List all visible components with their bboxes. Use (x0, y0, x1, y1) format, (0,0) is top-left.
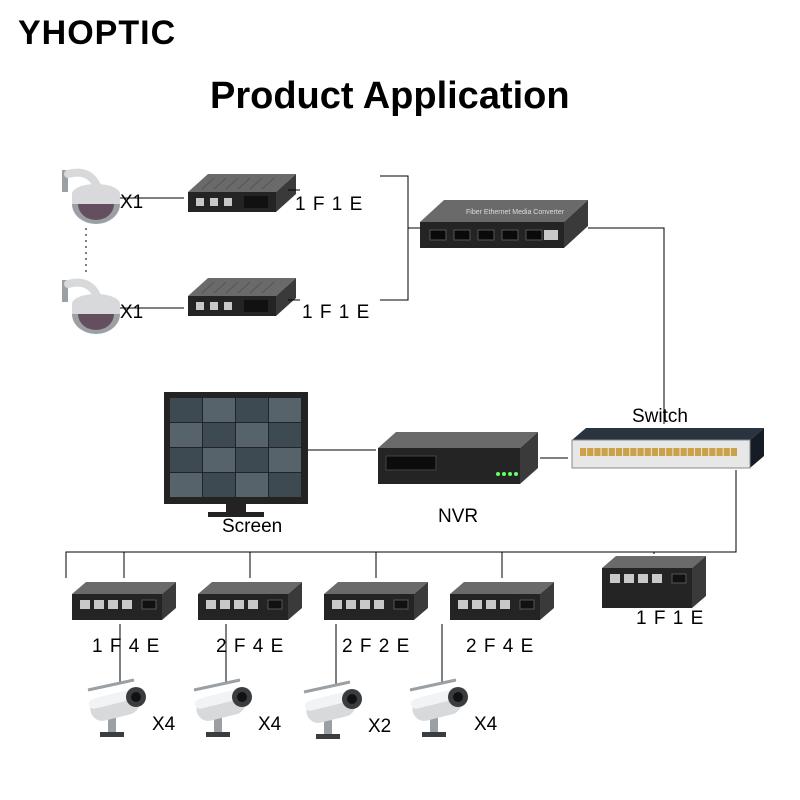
bullet-camera-cam-c (304, 682, 362, 739)
label-row-2f4e-a: 2 F 4 E (216, 636, 284, 658)
dev-1f4e (72, 582, 176, 620)
media-converter-mc-bottom (188, 278, 296, 316)
label-row-2f2e: 2 F 2 E (342, 636, 410, 658)
label-nvr: NVR (438, 506, 478, 528)
label-screen: Screen (222, 516, 282, 538)
media-converter-mc-top (188, 174, 296, 212)
label-switch: Switch (632, 406, 688, 428)
label-mc1-right: 1 F 1 E (295, 194, 363, 216)
network-switch (572, 428, 764, 468)
label-cam-x4-b: X4 (258, 714, 281, 736)
dome-camera-dome-top (62, 170, 120, 224)
dome-camera-dome-bottom (62, 280, 120, 334)
dev-2f4e-a (198, 582, 302, 620)
label-cam-x2: X2 (368, 716, 391, 738)
label-row-2f4e-b: 2 F 4 E (466, 636, 534, 658)
conn-mc-bracket-right (380, 176, 408, 300)
label-x1-top: X1 (120, 192, 143, 214)
label-mc2-right: 1 F 1 E (302, 302, 370, 324)
nvr (378, 432, 538, 484)
fiber-hub: Fiber Ethernet Media Converter (420, 200, 588, 248)
label-cam-x4-a: X4 (152, 714, 175, 736)
dev-2f4e-b (450, 582, 554, 620)
conn-hub-to-switch (588, 228, 664, 424)
video-wall (164, 392, 308, 517)
svg-text:Fiber Ethernet Media Converter: Fiber Ethernet Media Converter (466, 209, 565, 216)
bullet-camera-cam-d (410, 680, 468, 737)
page-title: Product Application (210, 75, 570, 118)
label-row-1f4e: 1 F 4 E (92, 636, 160, 658)
dev-2f2e (324, 582, 428, 620)
bullet-camera-cam-a (88, 680, 146, 737)
label-cam-x4-c: X4 (474, 714, 497, 736)
dev-1f1e (602, 556, 706, 608)
label-row-1f1e: 1 F 1 E (636, 608, 704, 630)
diagram-canvas: Fiber Ethernet Media Converter (0, 0, 800, 800)
bullet-camera-cam-b (194, 680, 252, 737)
brand-logo: YHOPTIC (18, 14, 176, 53)
label-x1-bottom: X1 (120, 302, 143, 324)
